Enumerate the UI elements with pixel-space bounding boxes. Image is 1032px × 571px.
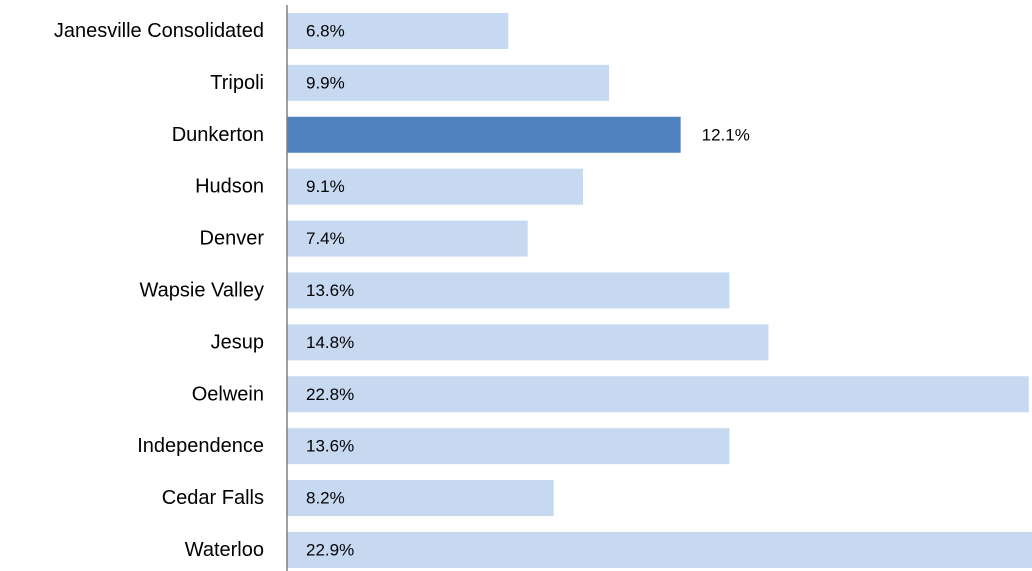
bar: [287, 531, 1032, 568]
value-labels: 6.8% 9.9% 12.1% 9.1% 7.4% 13.6% 14.8% 22.8% 13.6…: [306, 21, 750, 559]
category-label: Hudson: [195, 176, 264, 198]
bar: [287, 168, 584, 205]
category-labels: Janesville Consolidated Tripoli Dunkerton H…: [54, 20, 264, 561]
value-label: 22.8%: [306, 385, 354, 404]
bar-highlighted: [287, 116, 681, 153]
category-label: Janesville Consolidated: [54, 20, 264, 42]
category-label: Jesup: [211, 331, 264, 353]
category-label: Tripoli: [210, 72, 264, 94]
category-label: Waterloo: [185, 539, 264, 561]
bar: [287, 272, 730, 309]
category-label: Cedar Falls: [162, 487, 264, 509]
bar: [287, 376, 1029, 413]
category-label: Wapsie Valley: [140, 279, 265, 301]
bars: [287, 12, 1032, 568]
category-label: Oelwein: [192, 383, 264, 405]
bar: [287, 324, 769, 361]
value-label: 13.6%: [306, 437, 354, 456]
bar: [287, 64, 610, 101]
value-label: 7.4%: [306, 229, 345, 248]
value-label: 9.9%: [306, 73, 345, 92]
value-label: 14.8%: [306, 333, 354, 352]
category-label: Denver: [200, 228, 265, 250]
bar: [287, 428, 730, 465]
value-label: 6.8%: [306, 21, 345, 40]
bar: [287, 480, 554, 517]
category-label: Independence: [137, 435, 264, 457]
category-label: Dunkerton: [172, 124, 264, 146]
bar: [287, 220, 528, 257]
value-label: 8.2%: [306, 489, 345, 508]
bar: [287, 12, 509, 49]
value-label: 9.1%: [306, 177, 345, 196]
value-label: 12.1%: [702, 125, 750, 144]
value-label: 13.6%: [306, 281, 354, 300]
value-label: 22.9%: [306, 540, 354, 559]
